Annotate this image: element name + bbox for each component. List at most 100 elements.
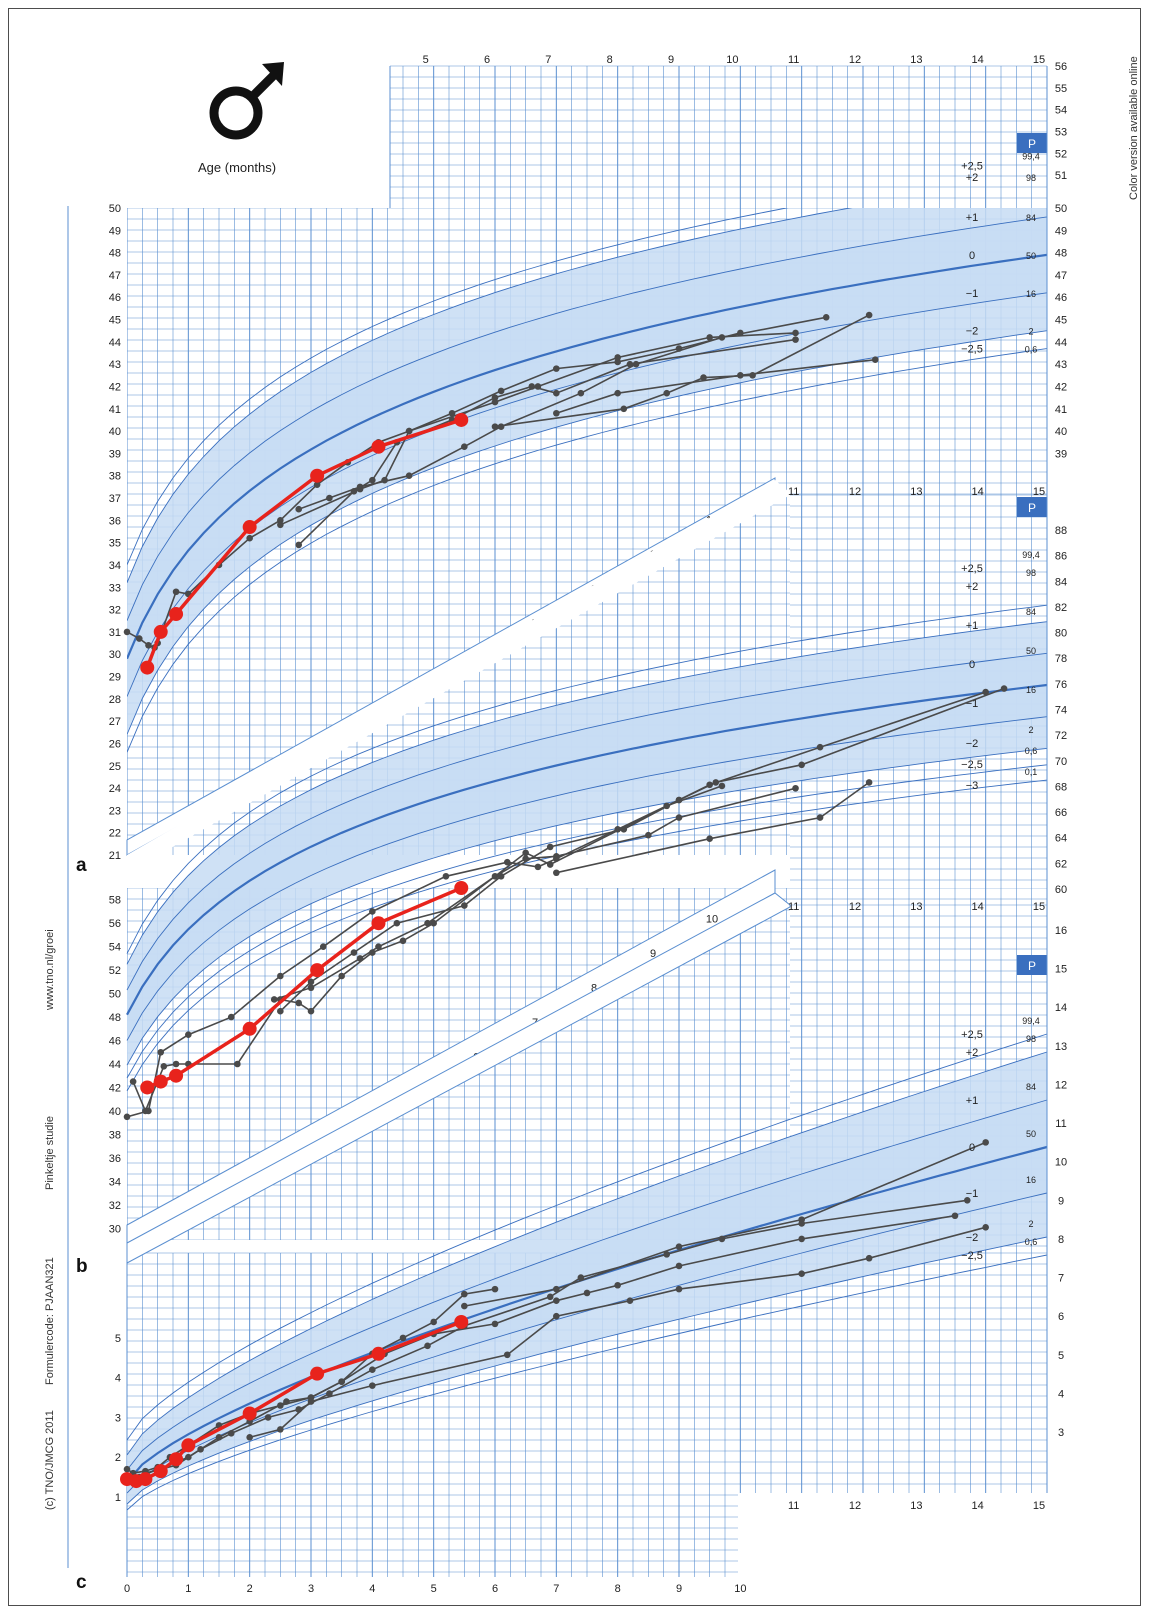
patient-point [822, 314, 830, 321]
index-patient-point [454, 881, 469, 895]
sd-label-c: +2 [966, 1047, 979, 1059]
percentile-label-a: 16 [1026, 289, 1036, 299]
sd-label-b: −3 [966, 780, 979, 792]
patient-point [123, 1113, 131, 1121]
percentile-label-a: 99,4 [1022, 152, 1040, 162]
patients-panel-a [123, 311, 879, 675]
y-tick-a: 31 [109, 627, 121, 639]
y-tick-right-b: 60 [1055, 884, 1067, 896]
sd-curve [126, 747, 1048, 1066]
sd-curve [126, 764, 1048, 1079]
sd-band [127, 208, 1047, 735]
x-tick-inner-c: 11 [788, 1500, 799, 1512]
patient-point [270, 996, 278, 1003]
y-tick-b: 40 [109, 1106, 121, 1118]
index-patient-point [242, 1406, 257, 1421]
percentile-label-b: 84 [1026, 607, 1036, 617]
patient-point [503, 1351, 511, 1359]
y-tick-right-a: 55 [1055, 83, 1067, 95]
patient-point [338, 972, 345, 980]
patient-point [369, 1366, 376, 1374]
index-patient-point [371, 1346, 386, 1361]
patient-point [430, 919, 437, 927]
sd-curve [127, 253, 1047, 660]
patient-point [553, 853, 560, 860]
patient-point [172, 588, 180, 596]
patient-point [982, 1224, 989, 1231]
y-tick-a: 50 [109, 203, 121, 215]
y-tick-a: 28 [109, 694, 121, 706]
patient-point [534, 863, 542, 871]
y-tick-a: 40 [109, 426, 121, 438]
y-tick-a: 49 [109, 225, 121, 237]
y-tick-a: 35 [109, 538, 121, 550]
diag-tick-b: 8 [591, 983, 597, 995]
y-tick-b: 58 [109, 895, 121, 907]
x-tick-bottom-c: 10 [734, 1583, 746, 1595]
patient-point [491, 423, 499, 430]
patient-point [277, 1426, 284, 1433]
sd-curve [126, 604, 1048, 954]
sd-label-c: 0 [969, 1142, 975, 1154]
patient-point [350, 488, 358, 495]
y-tick-right-c: 14 [1055, 1002, 1067, 1014]
x-tick-bottom-c: 3 [308, 1583, 314, 1595]
patient-point [816, 743, 824, 751]
patient-point [982, 688, 989, 696]
percentile-header-box [1017, 133, 1047, 153]
y-tick-right-a: 43 [1055, 359, 1067, 371]
percentile-label-c: 2 [1028, 1219, 1033, 1229]
sd-curve [126, 1099, 1048, 1471]
study-label: Pinkeltje studie [44, 1116, 56, 1190]
y-tick-c: 4 [115, 1373, 121, 1385]
sd-band [127, 216, 1047, 697]
patient-line-2 [145, 1199, 968, 1474]
patient-point [718, 782, 726, 790]
percentile-label-b: 50 [1026, 646, 1036, 656]
patient-point [546, 1293, 554, 1301]
patient-point [430, 1318, 437, 1326]
patient-point [227, 1430, 235, 1437]
y-tick-b: 34 [109, 1176, 121, 1188]
sd-label-b: 0 [969, 659, 975, 671]
patient-point [553, 1297, 560, 1305]
patient-point [626, 360, 634, 368]
y-tick-right-b: 70 [1055, 756, 1067, 768]
y-tick-a: 44 [109, 337, 121, 349]
index-patient-point [140, 1080, 155, 1095]
x-tick-bottom-c: 9 [676, 1583, 682, 1595]
x-tick-top-c: 15 [1033, 901, 1045, 913]
x-tick-inner-c: 14 [972, 1500, 984, 1512]
y-tick-right-a: 53 [1055, 127, 1067, 139]
y-tick-right-a: 51 [1055, 170, 1067, 182]
percentile-header-box [1017, 497, 1047, 517]
patient-point [491, 1320, 499, 1328]
y-tick-b: 52 [109, 965, 121, 977]
y-tick-right-a: 45 [1055, 315, 1067, 327]
patient-point [461, 1290, 468, 1298]
y-tick-right-c: 7 [1058, 1273, 1064, 1285]
diag-tick-b: 9 [650, 948, 656, 960]
percentile-label-a: 0,6 [1025, 345, 1038, 355]
y-tick-right-b: 68 [1055, 781, 1067, 793]
index-patient-point [454, 1314, 469, 1329]
x-tick-inner-c: 15 [1033, 1500, 1045, 1512]
patient-point [277, 972, 284, 980]
patient-point [675, 1285, 683, 1293]
x-tick-bottom-c: 5 [431, 1583, 437, 1595]
patient-point [491, 872, 499, 880]
patient-point [491, 1285, 499, 1293]
patient-line-5 [556, 358, 876, 415]
y-tick-right-a: 39 [1055, 448, 1067, 460]
percentile-label-c: 50 [1026, 1129, 1036, 1139]
patient-point [982, 1139, 989, 1146]
y-tick-a: 22 [109, 828, 121, 840]
percentile-label-b: 16 [1026, 685, 1036, 695]
sd-label-b: −2 [966, 738, 979, 750]
sd-label-c: +2,5 [961, 1029, 983, 1041]
x-tick-top-b: 15 [1033, 486, 1045, 498]
patient-point [553, 869, 560, 877]
patients-panel-c [120, 1139, 989, 1489]
index-patient-point [242, 520, 257, 535]
